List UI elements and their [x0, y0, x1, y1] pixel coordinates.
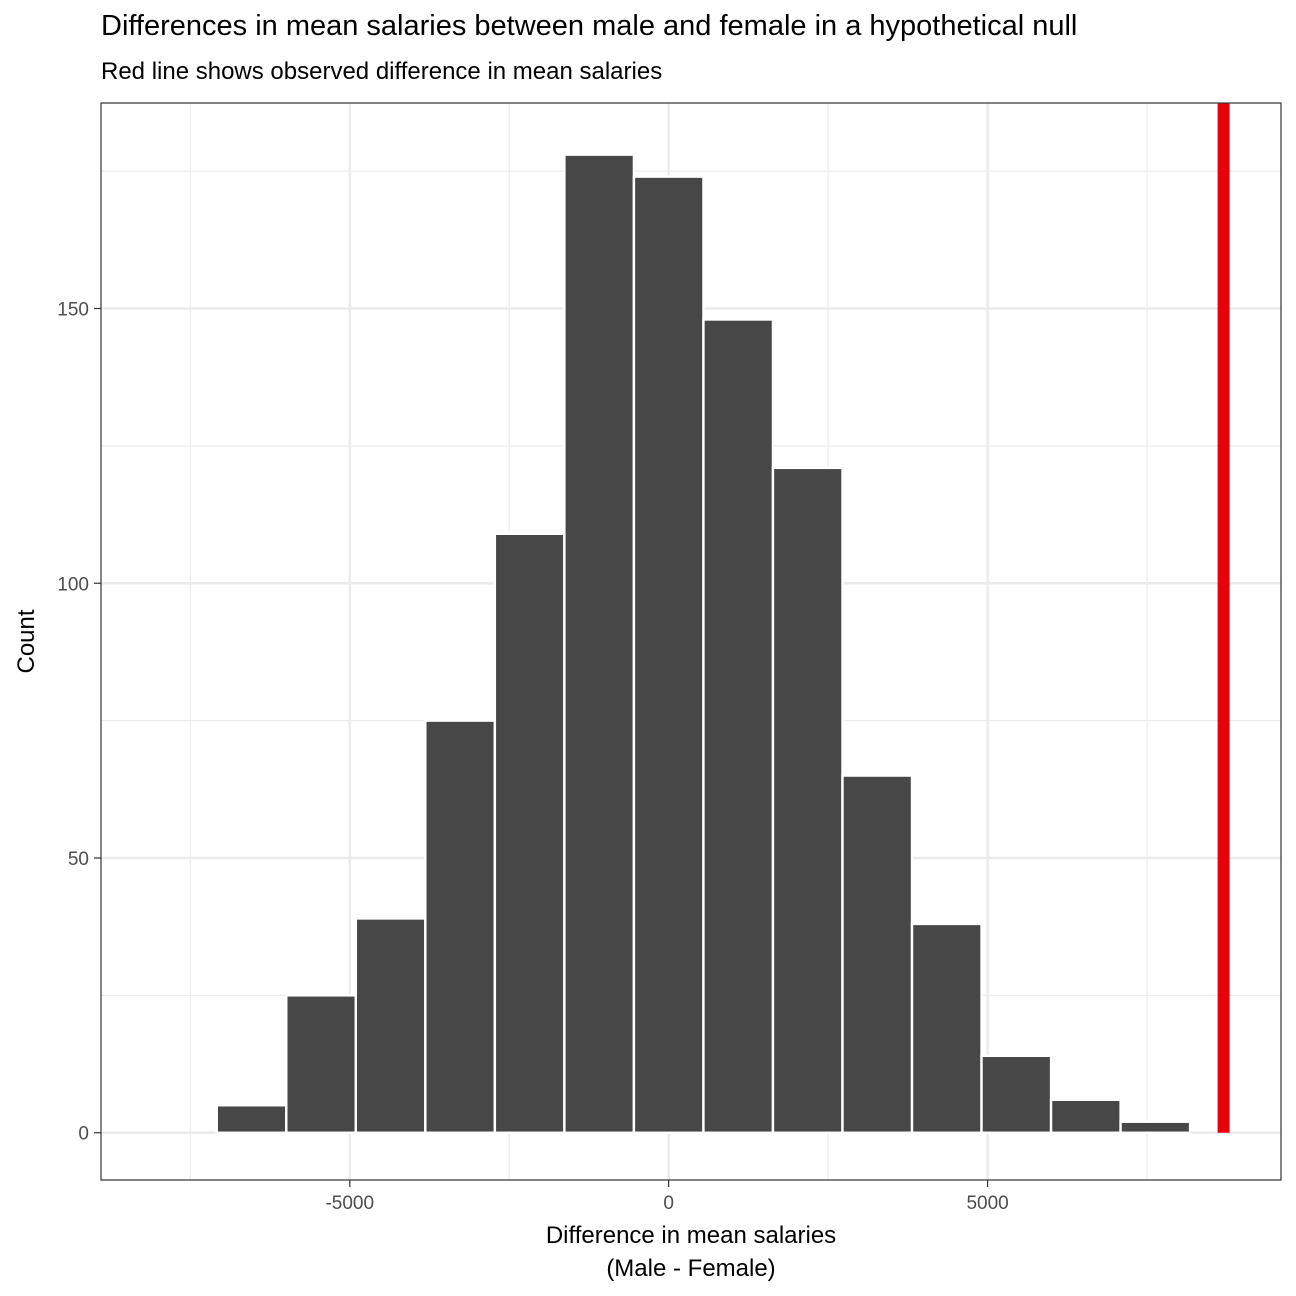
y-axis: 0 50 100 150	[57, 300, 101, 1145]
x-tick-label: 0	[663, 1193, 674, 1214]
x-axis-title-line-2: (Male - Female)	[606, 1255, 775, 1282]
histogram-bar	[702, 318, 775, 1134]
y-tick-label: 0	[78, 1124, 89, 1145]
x-tick-label: -5000	[325, 1193, 374, 1214]
histogram-bar	[215, 1104, 288, 1134]
histogram-bar	[1119, 1120, 1192, 1134]
histogram-bar	[1049, 1098, 1122, 1134]
histogram-bar	[354, 917, 427, 1134]
y-tick-label: 100	[57, 574, 89, 595]
histogram-bar	[493, 532, 566, 1134]
x-axis: -5000 0 5000	[325, 1180, 1009, 1214]
histogram-bar	[424, 719, 497, 1134]
histogram-bar	[285, 994, 358, 1134]
y-tick-label: 50	[68, 849, 89, 870]
y-tick-label: 150	[57, 300, 89, 321]
histogram-bar	[841, 774, 914, 1134]
histogram-bar	[910, 922, 983, 1134]
x-tick-label: 5000	[966, 1193, 1008, 1214]
y-axis-title: Count	[13, 609, 40, 673]
chart-subtitle: Red line shows observed difference in me…	[101, 58, 663, 85]
histogram-bar	[563, 153, 636, 1134]
histogram-bar	[980, 1054, 1053, 1134]
chart-title: Differences in mean salaries between mal…	[101, 10, 1078, 42]
panel-border	[100, 102, 1282, 1181]
histogram-bars	[215, 153, 1192, 1134]
histogram-bar	[771, 466, 844, 1134]
x-axis-title: Difference in mean salaries	[546, 1222, 836, 1249]
histogram-bar	[632, 175, 705, 1134]
